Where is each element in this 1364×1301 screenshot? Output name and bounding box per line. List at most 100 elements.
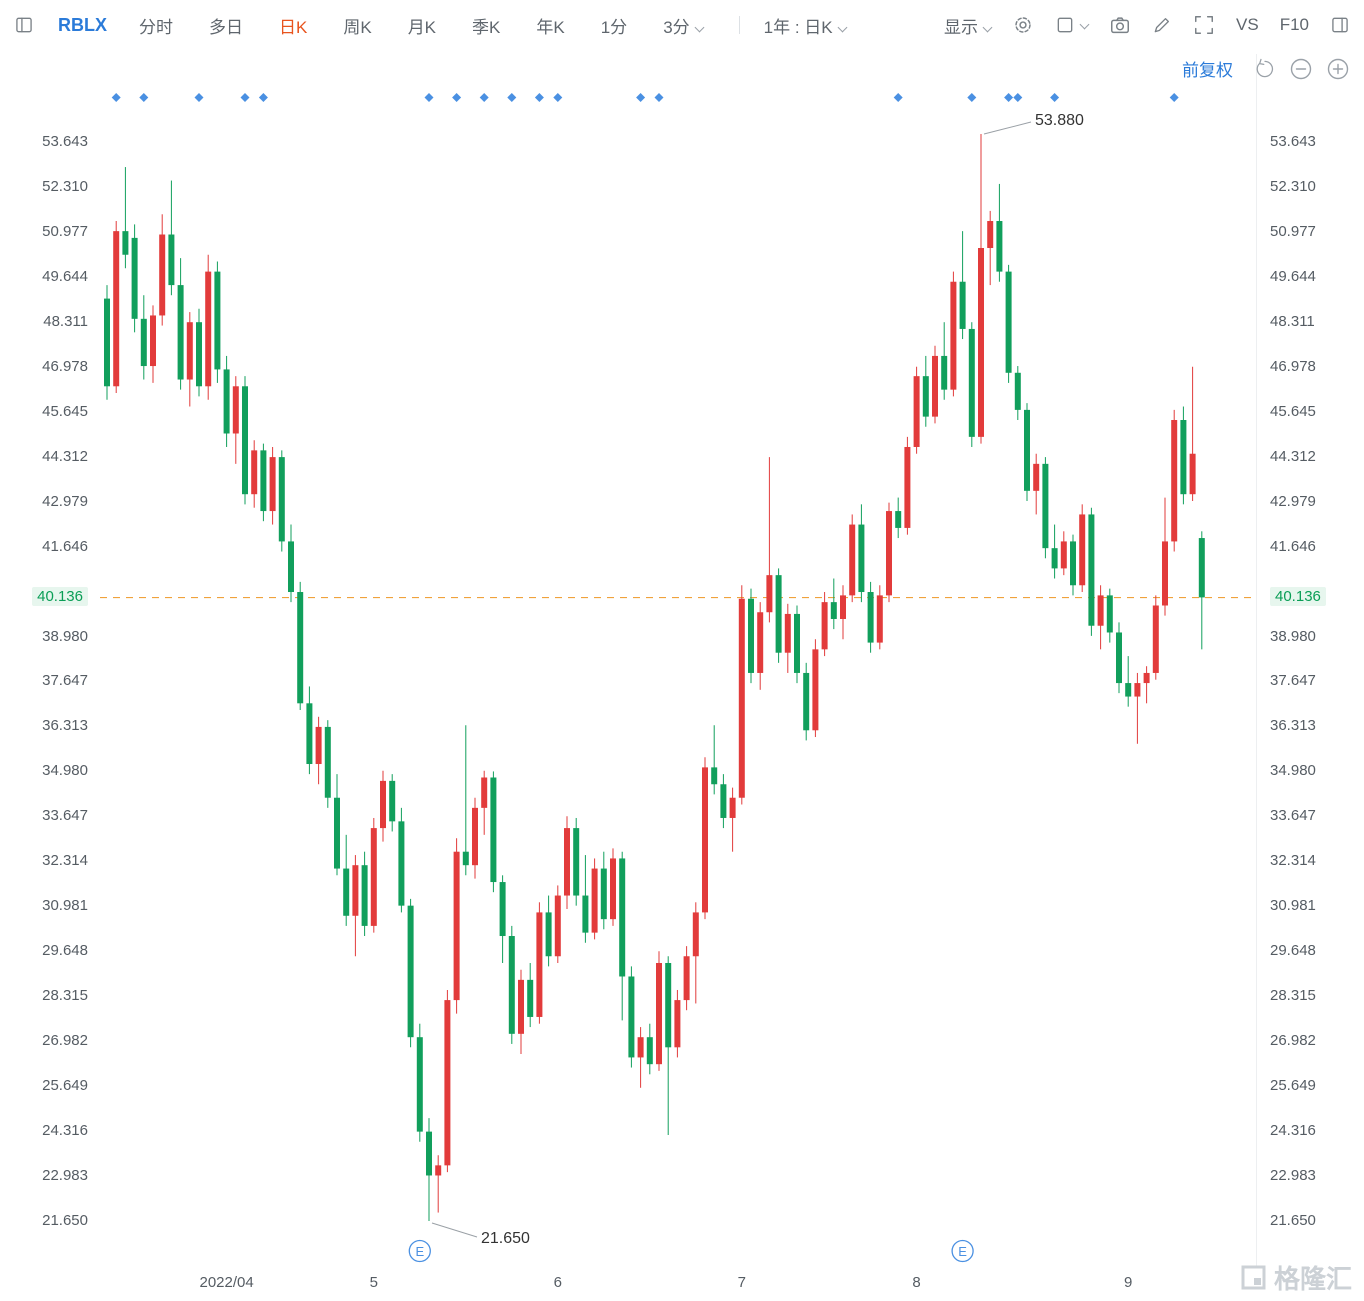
gear-icon[interactable] [1012, 14, 1034, 36]
event-diamond-icon [479, 93, 489, 102]
candle [674, 1000, 681, 1048]
earnings-marker [408, 1239, 431, 1263]
candle [508, 936, 515, 1034]
y-axis-label: 32.314 [1270, 852, 1316, 870]
candle [1014, 372, 1021, 410]
vs-button[interactable]: VS [1236, 15, 1259, 34]
candle [895, 511, 902, 528]
candle [582, 895, 589, 933]
x-axis-label: 9 [1124, 1274, 1133, 1291]
candle [260, 450, 267, 512]
candle [242, 386, 248, 495]
tab-daily-k[interactable]: 日K [279, 17, 308, 37]
symbol-label[interactable]: RBLX [58, 14, 107, 35]
candle [435, 1165, 442, 1176]
fullscreen-icon[interactable] [1193, 14, 1215, 36]
current-price-label-left: 40.136 [32, 586, 88, 606]
candle [278, 457, 285, 542]
camera-icon[interactable] [1109, 14, 1131, 36]
adjustment-mode-button[interactable]: 前复权 [1182, 61, 1233, 80]
y-axis-label: 36.313 [42, 717, 88, 735]
candle [499, 882, 506, 937]
chart-controls: 前复权 [1182, 56, 1350, 81]
undo-icon[interactable] [1254, 58, 1276, 80]
range-selector[interactable]: 1年 : 日K [764, 13, 848, 38]
pencil-icon[interactable] [1152, 15, 1172, 35]
right-panel-icon[interactable] [1330, 15, 1350, 35]
candle [1088, 514, 1095, 626]
candle [959, 281, 966, 329]
candle [600, 868, 607, 920]
toolbar: RBLX 分时 多日 日K 周K 月K 季K 年K 1分 3分 1年 : 日K … [0, 0, 1364, 50]
tab-1min[interactable]: 1分 [600, 17, 628, 37]
x-axis-label: 2022/04 [199, 1274, 254, 1291]
y-axis-label: 38.980 [42, 627, 88, 645]
candle [389, 780, 396, 822]
y-axis-label: 46.978 [1270, 357, 1316, 375]
candle [775, 575, 782, 653]
candle [803, 672, 810, 731]
event-diamond-icon [194, 93, 204, 102]
candle [748, 598, 754, 673]
candle [251, 450, 258, 495]
tab-weekly-k[interactable]: 周K [343, 17, 372, 37]
tab-intraday[interactable]: 分时 [139, 17, 173, 37]
candle [996, 221, 1003, 272]
tab-quarterly-k[interactable]: 季K [472, 17, 501, 37]
candle [1134, 683, 1141, 697]
candle [941, 355, 948, 390]
candle [683, 956, 690, 1001]
event-diamond-icon [507, 93, 517, 102]
candle [380, 780, 386, 829]
candle [343, 868, 350, 916]
tab-3min[interactable]: 3分 [663, 13, 705, 38]
high-annotation-line [983, 121, 1032, 135]
tab-yearly-k[interactable]: 年K [536, 17, 565, 37]
candle [1152, 605, 1159, 673]
y-axis-label: 30.981 [1270, 897, 1316, 915]
candle [867, 592, 874, 643]
indicator-box-selector[interactable] [1055, 15, 1090, 35]
candle [1125, 683, 1132, 697]
y-axis-label: 52.310 [1270, 177, 1316, 195]
event-diamond-icon [424, 93, 434, 102]
candle [168, 234, 175, 286]
candle [398, 821, 405, 906]
candle [223, 369, 230, 434]
event-diamond-icon [967, 93, 977, 102]
candle [140, 318, 147, 367]
candle [1116, 632, 1122, 684]
candle [573, 828, 580, 896]
earnings-marker [951, 1239, 974, 1263]
candle [205, 271, 212, 387]
candle [122, 231, 129, 255]
zoom-out-icon[interactable] [1289, 57, 1313, 81]
candle [306, 703, 313, 765]
candle [610, 858, 616, 920]
candle [738, 598, 745, 798]
y-axis-label: 36.313 [1270, 717, 1316, 735]
zoom-in-icon[interactable] [1326, 57, 1350, 81]
tab-multiday[interactable]: 多日 [209, 17, 243, 37]
candle [766, 575, 773, 613]
sidebar-panel-icon[interactable] [14, 15, 34, 35]
candle [1097, 595, 1104, 626]
candle [665, 962, 672, 1048]
display-menu[interactable]: 显示 [944, 13, 993, 38]
f10-button[interactable]: F10 [1279, 15, 1309, 34]
y-axis-label: 45.645 [1270, 402, 1316, 420]
event-diamond-icon [636, 93, 646, 102]
candle [1033, 463, 1040, 491]
tab-monthly-k[interactable]: 月K [407, 17, 437, 37]
candle [297, 592, 304, 704]
candle [370, 828, 377, 926]
event-diamond-icon [534, 93, 544, 102]
candle [646, 1037, 653, 1065]
candle [950, 281, 957, 390]
candle [1106, 595, 1113, 633]
candle [554, 895, 561, 957]
candle [527, 979, 534, 1017]
watermark-text: 格隆汇 [1273, 1264, 1352, 1294]
y-axis-label: 25.649 [42, 1077, 88, 1095]
